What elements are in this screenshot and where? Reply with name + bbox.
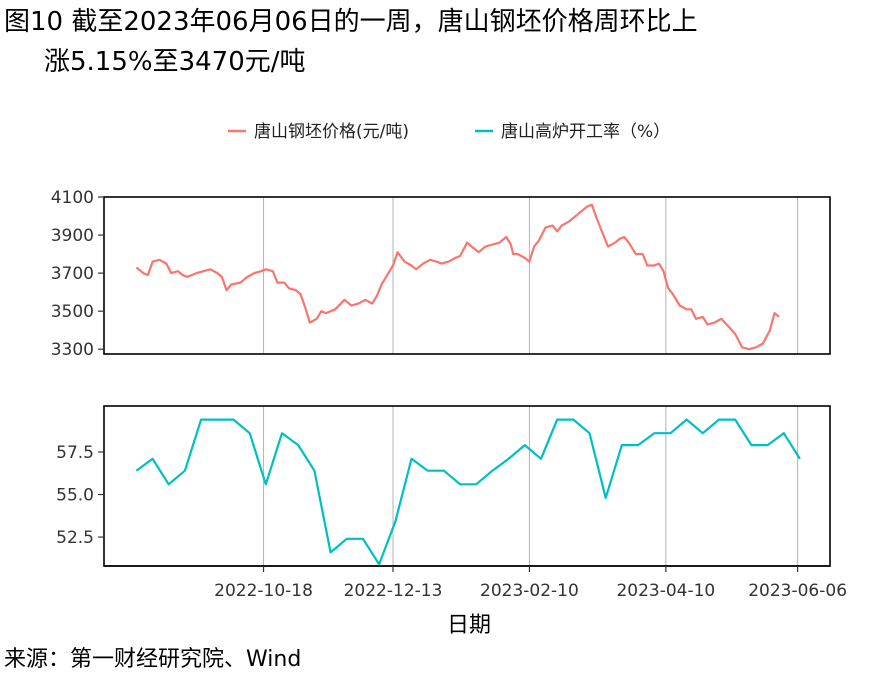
y-tick-label: 3300: [51, 340, 94, 360]
y-tick-label: 3700: [51, 264, 94, 284]
figure-title-line-1: 图10 截至2023年06月06日的一周，唐山钢坯价格周环比上: [4, 7, 698, 37]
y-tick-label: 57.5: [56, 443, 94, 463]
x-axis: 2022-10-18 2022-12-13 2023-02-10 2023-04-10…: [104, 565, 847, 601]
panel-frame: [103, 196, 831, 355]
y-tick-label: 3900: [51, 226, 94, 246]
source-note: 来源：第一财经研究院、Wind: [4, 647, 302, 672]
utilization-panel: 52.5 55.0 57.5: [56, 405, 831, 567]
legend-label: 唐山高炉开工率（%）: [501, 121, 670, 142]
y-tick-label: 3500: [51, 302, 94, 322]
series-line: [135, 203, 780, 351]
x-tick-label: 2022-12-13: [344, 581, 443, 601]
x-tick-label: 2022-10-18: [214, 581, 313, 601]
panel-frame: [103, 405, 831, 567]
figure-title: 图10 截至2023年06月06日的一周，唐山钢坯价格周环比上 涨5.15%至3…: [4, 2, 874, 82]
y-tick-label: 52.5: [56, 528, 94, 548]
legend-label: 唐山钢坯价格(元/吨): [254, 121, 409, 142]
x-tick-label: 2023-02-10: [480, 581, 579, 601]
x-tick-label: 2023-04-10: [616, 581, 715, 601]
price-panel: 3300 3500 3700 3900 4100: [51, 188, 831, 360]
y-tick-label: 55.0: [56, 486, 94, 506]
y-tick-label: 4100: [51, 188, 94, 208]
legend: 唐山钢坯价格(元/吨) 唐山高炉开工率（%）: [228, 121, 670, 142]
x-tick-label: 2023-06-06: [748, 581, 847, 601]
series-line: [135, 418, 801, 566]
figure-title-line-2: 涨5.15%至3470元/吨: [44, 47, 306, 77]
x-axis-title: 日期: [447, 613, 491, 638]
